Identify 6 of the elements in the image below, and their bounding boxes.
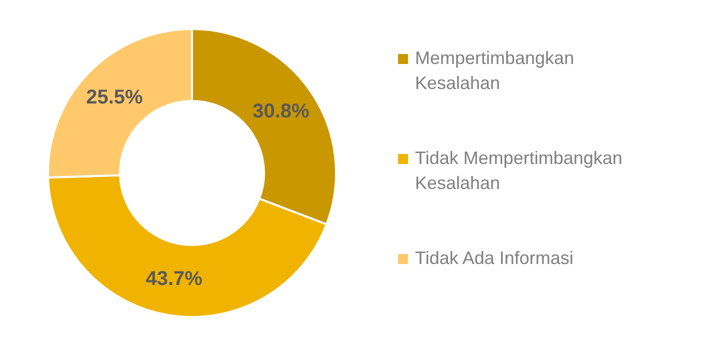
legend-label: Mempertimbangkan Kesalahan [415,47,576,95]
data-label: 25.5% [86,86,144,108]
legend-label: Tidak Ada Informasi [415,247,574,270]
legend-label: Tidak Mempertimbangkan Kesalahan [415,147,624,195]
data-label: 30.8% [252,100,310,122]
data-label: 43.7% [146,268,203,290]
